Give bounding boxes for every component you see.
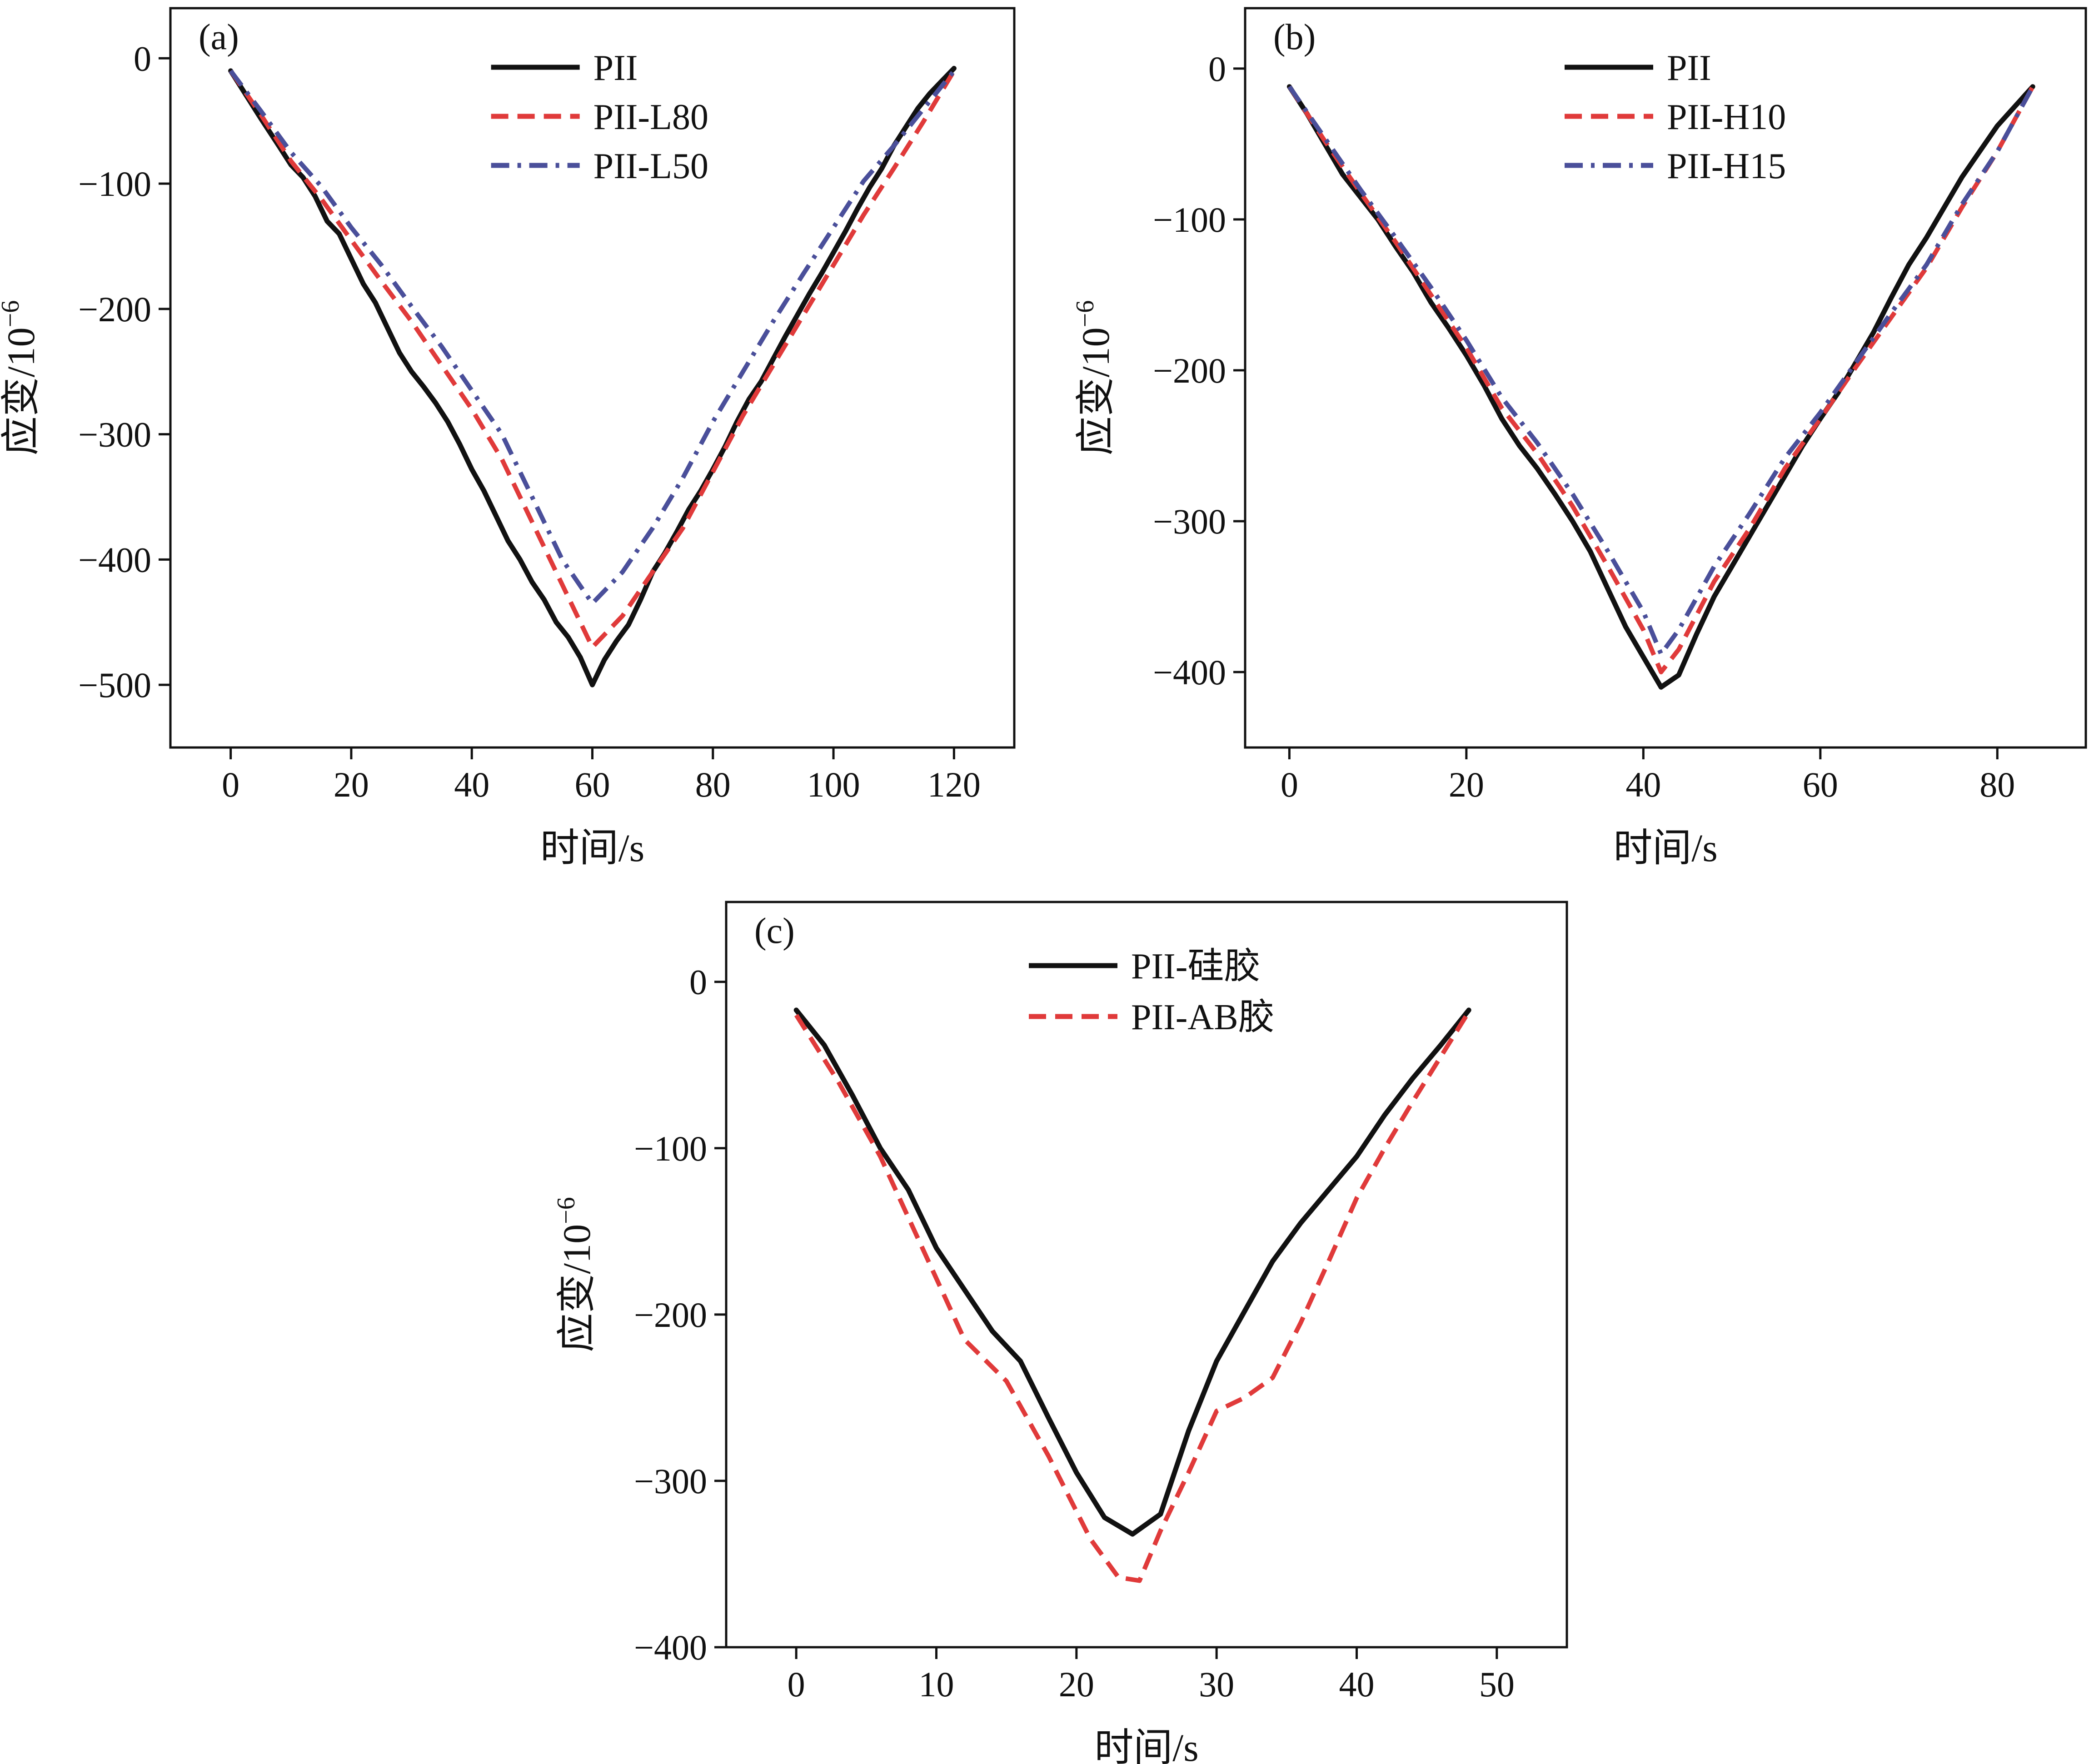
x-axis-label: 时间/s <box>1094 1726 1198 1764</box>
x-tick-label: 80 <box>1979 765 2015 804</box>
y-tick-label: −100 <box>1153 200 1226 239</box>
y-tick-label: 0 <box>134 39 151 78</box>
plot-frame <box>725 901 1568 1649</box>
x-tick-label: 100 <box>807 765 860 804</box>
y-tick-label: −100 <box>634 1129 707 1168</box>
plot-frame <box>1244 7 2087 749</box>
y-tick-label: −400 <box>1153 653 1226 692</box>
x-tick-label: 0 <box>788 1664 805 1704</box>
y-tick-label: −200 <box>78 289 151 329</box>
series-line-2 <box>1287 85 2035 674</box>
legend-entry: PII <box>1667 48 1711 88</box>
x-tick-label: 60 <box>575 765 610 804</box>
x-tick-label: 60 <box>1803 765 1838 804</box>
x-tick-label: 120 <box>927 765 981 804</box>
x-tick-label: 0 <box>222 765 239 804</box>
y-tick-label: −300 <box>1153 502 1226 541</box>
y-tick-label: −100 <box>78 164 151 204</box>
x-tick-label: 20 <box>1449 765 1484 804</box>
x-tick-label: 80 <box>695 765 731 804</box>
y-tick-label: −400 <box>78 540 151 579</box>
series-line-2 <box>229 70 956 650</box>
series-line-2 <box>794 1010 1471 1583</box>
series-line-1 <box>793 1007 1471 1537</box>
y-axis-label: 应变/10−6 <box>552 1197 598 1352</box>
x-tick-label: 30 <box>1199 1664 1234 1704</box>
y-tick-label: −300 <box>634 1461 707 1501</box>
y-tick-label: −200 <box>1153 351 1226 390</box>
series-line-1 <box>1286 84 2035 690</box>
x-tick-label: 20 <box>334 765 369 804</box>
x-tick-label: 40 <box>1339 1664 1375 1704</box>
x-tick-label: 40 <box>454 765 489 804</box>
panel-b-chart: 0 20 40 60 80 0 −100 −200 −300 −400 时间/s 应变/10−6 (b)… <box>1071 7 2087 870</box>
panel-a-chart: 0 20 40 60 80 100 120 0 −100 −200 −300 −400 −500 时间/s… <box>0 7 1016 870</box>
x-tick-label: 40 <box>1625 765 1661 804</box>
legend-entry: PII-AB胶 <box>1131 997 1275 1037</box>
x-tick-label: 50 <box>1479 1664 1515 1704</box>
series-line-1 <box>228 65 957 688</box>
panel-label: (b) <box>1273 17 1316 57</box>
legend-entry: PII-L80 <box>593 97 708 137</box>
y-tick-label: −300 <box>78 415 151 454</box>
series-line-3 <box>1287 85 2035 657</box>
panel-c-chart: 0 10 20 30 40 50 0 −100 −200 −300 −400 时间/s 应变/10−6 (… <box>552 901 1568 1764</box>
series-line-3 <box>229 69 956 606</box>
y-axis-label: 应变/10−6 <box>1071 300 1117 456</box>
panel-label: (c) <box>754 911 795 951</box>
plot-frame <box>169 7 1016 749</box>
legend-entry: PII-硅胶 <box>1131 947 1260 987</box>
legend-entry: PII-L50 <box>593 146 708 186</box>
x-tick-label: 0 <box>1281 765 1298 804</box>
y-tick-label: −500 <box>78 665 151 705</box>
legend-entry: PII-H15 <box>1667 146 1786 186</box>
x-tick-label: 20 <box>1059 1664 1094 1704</box>
legend-entry: PII <box>593 48 638 88</box>
y-tick-label: 0 <box>689 962 707 1002</box>
y-tick-label: −200 <box>634 1295 707 1335</box>
y-tick-label: 0 <box>1208 49 1226 89</box>
y-axis-label: 应变/10−6 <box>0 300 43 456</box>
x-axis-label: 时间/s <box>1613 826 1717 870</box>
x-axis-label: 时间/s <box>540 826 644 870</box>
legend-entry: PII-H10 <box>1667 97 1786 137</box>
panel-label: (a) <box>199 17 239 57</box>
y-tick-label: −400 <box>634 1628 707 1667</box>
x-tick-label: 10 <box>919 1664 954 1704</box>
